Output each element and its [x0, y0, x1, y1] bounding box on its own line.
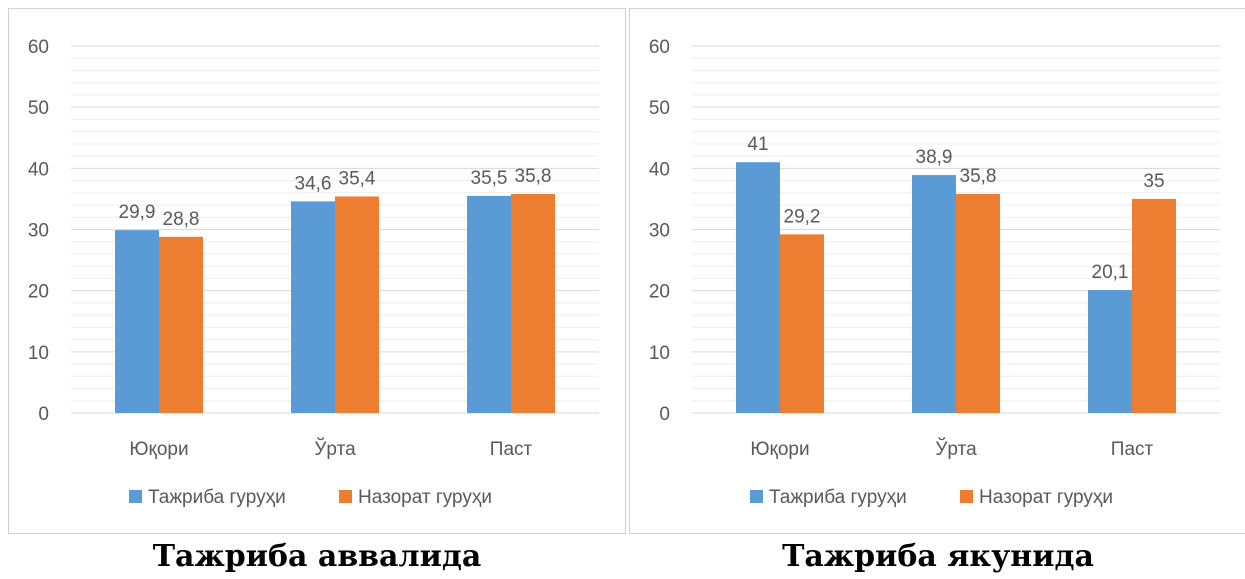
bar-control: [1132, 198, 1176, 413]
bar-experimental: [291, 201, 335, 413]
y-tick-label: 0: [659, 404, 670, 425]
data-label: 28,8: [163, 209, 200, 230]
data-label: 20,1: [1092, 262, 1129, 283]
data-label: 29,2: [784, 206, 821, 227]
x-tick-label: Паст: [1111, 439, 1154, 460]
data-label: 29,9: [119, 202, 156, 223]
bar-experimental: [912, 175, 956, 413]
legend-label: Назорат гуруҳи: [979, 487, 1113, 508]
bar-experimental: [1088, 290, 1132, 413]
legend-label: Тажриба гуруҳи: [769, 487, 907, 508]
y-tick-label: 20: [649, 282, 670, 303]
legend-swatch: [339, 490, 352, 503]
y-tick-label: 10: [28, 343, 49, 364]
y-tick-label: 30: [28, 221, 49, 242]
y-tick-label: 60: [28, 37, 49, 58]
legend-swatch: [960, 490, 973, 503]
data-label: 35: [1143, 171, 1164, 192]
data-label: 38,9: [916, 147, 953, 168]
legend-swatch: [129, 490, 142, 503]
y-tick-label: 0: [38, 404, 49, 425]
y-tick-label: 10: [649, 343, 670, 364]
bar-control: [956, 194, 1000, 413]
bar-experimental: [467, 195, 511, 413]
x-tick-label: Ўрта: [935, 438, 977, 460]
bar-control: [780, 234, 824, 413]
data-label: 41: [747, 134, 768, 155]
bar-control: [159, 236, 203, 413]
bar-experimental: [736, 162, 780, 413]
chart-panel-before: 0 10 20 30 40 50 60 29,9 28,8 Юқори 34,6 35,4 Ўрта 35…: [8, 8, 626, 534]
chart-caption-before: Тажриба аввалида: [152, 539, 482, 574]
y-tick-label: 40: [649, 159, 670, 180]
data-label: 34,6: [295, 173, 332, 194]
data-label: 35,4: [339, 168, 376, 189]
bar-chart-before: 0 10 20 30 40 50 60 29,9 28,8 Юқори 34,6 35,4 Ўрта 35…: [28, 37, 599, 508]
chart-panel-after: 0 10 20 30 40 50 60 41 29,2 Юқори 38,9 35,8 Ўрта 20,1…: [629, 8, 1245, 534]
bar-control: [335, 196, 379, 413]
y-tick-label: 20: [28, 282, 49, 303]
y-tick-label: 30: [649, 221, 670, 242]
x-tick-label: Юқори: [129, 439, 188, 460]
y-tick-label: 50: [28, 98, 49, 119]
x-tick-label: Паст: [490, 439, 533, 460]
x-tick-label: Юқори: [750, 439, 809, 460]
data-label: 35,8: [960, 166, 997, 187]
y-tick-label: 50: [649, 98, 670, 119]
data-label: 35,5: [471, 168, 508, 189]
bar-control: [511, 194, 555, 413]
bar-experimental: [115, 230, 159, 413]
legend-swatch: [750, 490, 763, 503]
bar-chart-after: 0 10 20 30 40 50 60 41 29,2 Юқори 38,9 35,8 Ўрта 20,1…: [649, 37, 1220, 508]
y-tick-label: 40: [28, 159, 49, 180]
x-tick-label: Ўрта: [314, 438, 356, 460]
data-label: 35,8: [515, 166, 552, 187]
legend-label: Тажриба гуруҳи: [148, 487, 286, 508]
y-tick-label: 60: [649, 37, 670, 58]
legend-label: Назорат гуруҳи: [358, 487, 492, 508]
chart-caption-after: Тажриба якунида: [782, 539, 1094, 574]
